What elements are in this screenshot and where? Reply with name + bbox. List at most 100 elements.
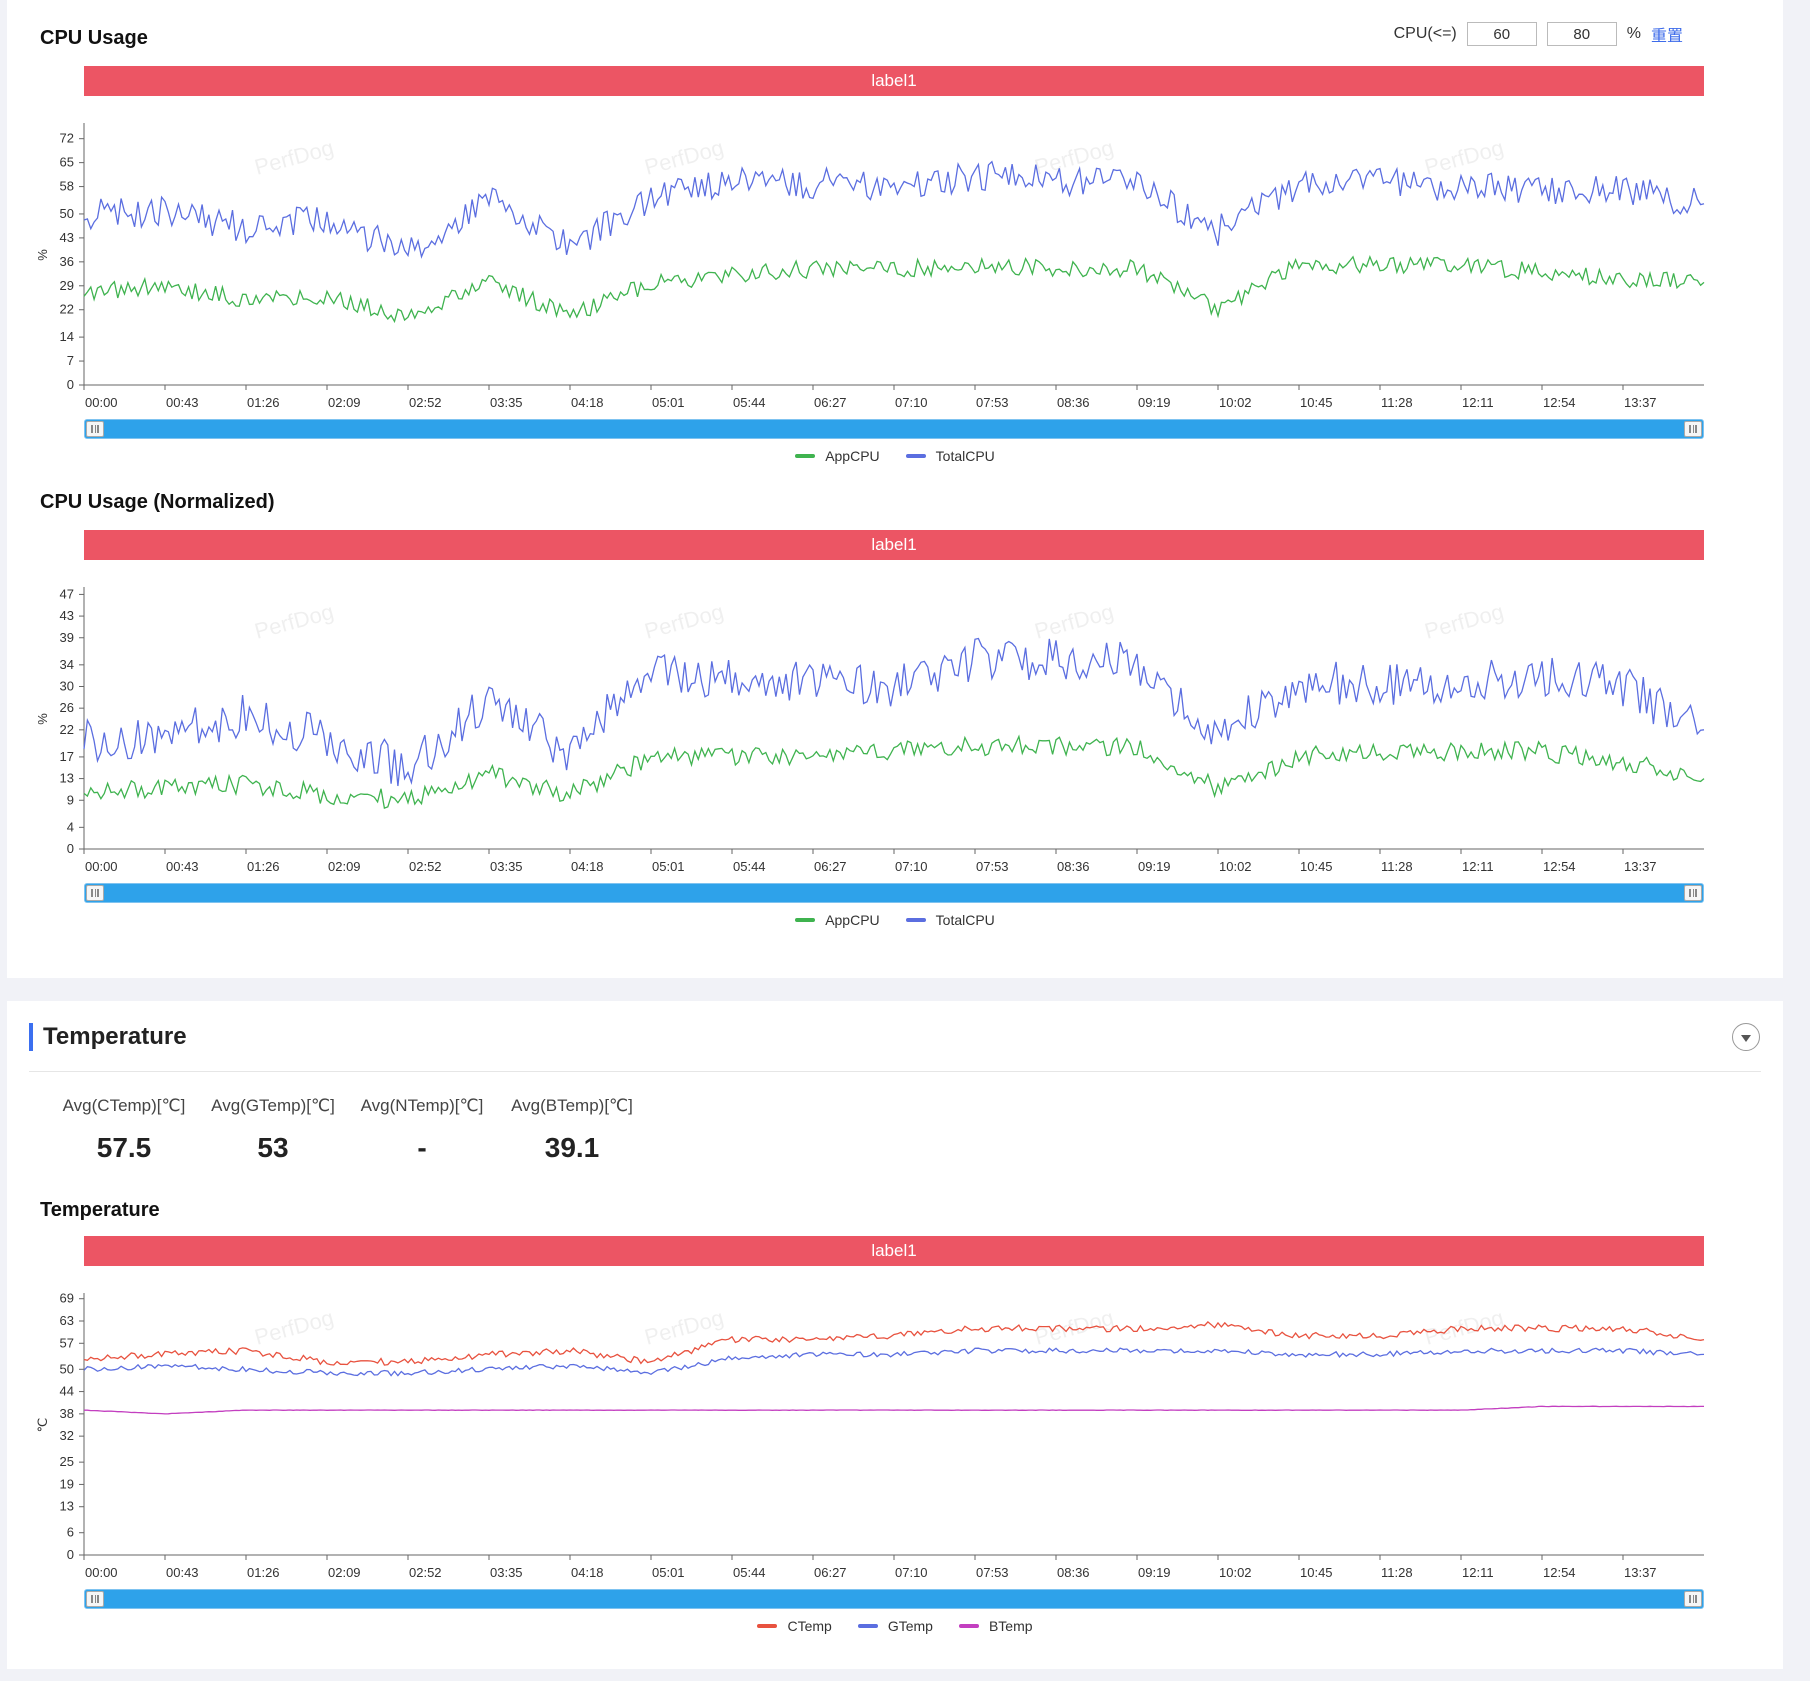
x-tick-label: 07:53 [976,395,1009,410]
section-header: Temperature [29,1023,187,1051]
x-tick-label: 05:44 [733,395,766,410]
temperature-zoom-slider[interactable] [84,1589,1704,1609]
legend-item-gtemp[interactable]: GTemp [857,1618,933,1634]
reset-link[interactable]: 重置 [1650,28,1683,45]
legend-swatch-totalcpu [905,918,926,922]
temperature-legend: CTemp GTemp BTemp [7,1618,1783,1634]
y-tick-label: 63 [60,1313,74,1328]
x-tick-label: 06:27 [814,395,847,410]
slider-left-handle[interactable] [86,421,104,437]
x-tick-label: 07:10 [895,1565,928,1580]
slider-left-handle[interactable] [86,885,104,901]
cpu-usage-zoom-slider[interactable] [84,419,1704,439]
y-tick-label: 26 [60,700,74,715]
x-tick-label: 12:11 [1462,859,1494,874]
section-accent [29,1023,33,1051]
legend-item-totalcpu[interactable]: TotalCPU [905,448,995,464]
x-tick-label: 12:54 [1543,395,1576,410]
y-tick-label: 19 [60,1476,74,1491]
x-tick-label: 02:09 [328,1565,361,1580]
section-title: Temperature [43,1023,187,1050]
x-tick-label: 10:02 [1219,1565,1252,1580]
legend-swatch-totalcpu [905,454,926,458]
legend-label: TotalCPU [935,912,995,928]
x-tick-label: 12:11 [1462,395,1494,410]
cpu-threshold-controls: CPU(<=) % 重置 [1394,22,1683,46]
x-tick-label: 07:53 [976,1565,1009,1580]
temperature-panel: Temperature Avg(CTemp)[℃] 57.5 Avg(GTemp… [7,1001,1783,1669]
watermark-text: PerfDog [252,599,336,644]
x-tick-label: 01:26 [247,1565,280,1580]
label-bar[interactable]: label1 [84,530,1704,560]
legend-label: AppCPU [825,448,880,464]
slider-right-handle[interactable] [1684,885,1702,901]
y-tick-label: 14 [60,329,74,344]
y-tick-label: 36 [60,254,74,269]
cpu-normalized-chart[interactable]: PerfDog PerfDog PerfDog PerfDog 0 4 9 13 17 22 26 3… [7,579,1783,879]
cpu-threshold-high-input[interactable] [1546,22,1617,46]
series-line-gtemp [83,1347,1705,1377]
x-tick-label: 04:18 [571,395,604,410]
x-tick-label: 02:09 [328,859,361,874]
legend-item-btemp[interactable]: BTemp [958,1618,1033,1634]
x-tick-label: 00:43 [166,1565,199,1580]
stat-label: Avg(NTemp)[℃] [360,1096,484,1115]
cpu-usage-chart[interactable]: PerfDog PerfDog PerfDog PerfDog 0 7 14 22 29 36 43… [7,115,1783,415]
x-tick-label: 02:09 [328,395,361,410]
cpu-normalized-zoom-slider[interactable] [84,883,1704,903]
slider-right-handle[interactable] [1684,421,1702,437]
stat-value: 53 [257,1132,289,1163]
collapse-toggle-button[interactable] [1732,1023,1760,1051]
watermark-text: PerfDog [1032,135,1116,180]
legend-item-appcpu[interactable]: AppCPU [795,448,880,464]
y-tick-label: 43 [60,230,74,245]
y-tick-label: 0 [67,377,74,392]
x-tick-label: 04:18 [571,1565,604,1580]
series-line-appcpu [83,734,1705,809]
temperature-chart[interactable]: PerfDog PerfDog PerfDog PerfDog061319253238… [7,1285,1783,1585]
y-tick-label: 9 [67,792,74,807]
x-tick-label: 02:52 [409,1565,442,1580]
y-tick-label: 50 [60,1361,74,1376]
legend-item-ctemp[interactable]: CTemp [757,1618,832,1634]
x-tick-label: 05:01 [652,395,685,410]
legend-item-appcpu[interactable]: AppCPU [795,912,880,928]
stat-avg-ctemp: Avg(CTemp)[℃] 57.5 [59,1096,189,1164]
stat-value: 39.1 [544,1132,600,1163]
y-tick-label: 0 [67,841,74,856]
legend-swatch-gtemp [857,1624,878,1628]
x-tick-label: 08:36 [1057,859,1090,874]
cpu-threshold-label: CPU(<=) [1393,25,1457,42]
y-tick-label: 57 [60,1335,74,1350]
divider [29,1071,1761,1072]
stat-label: Avg(GTemp)[℃] [211,1096,335,1115]
x-tick-label: 03:35 [490,859,523,874]
x-tick-label: 13:37 [1624,859,1657,874]
x-tick-label: 00:00 [85,395,118,410]
series-line-btemp [84,1405,1704,1415]
y-tick-label: 13 [60,771,74,786]
x-tick-label: 06:27 [814,859,847,874]
y-tick-label: 22 [60,302,74,317]
label-bar[interactable]: label1 [84,66,1704,96]
cpu-normalized-legend: AppCPU TotalCPU [7,912,1783,928]
x-tick-label: 04:18 [571,859,604,874]
label-bar[interactable]: label1 [84,1236,1704,1266]
x-tick-label: 12:11 [1462,1565,1494,1580]
x-tick-label: 11:28 [1381,1565,1413,1580]
watermark-text: PerfDog [642,135,726,180]
watermark-text: PerfDog [1032,599,1116,644]
slider-right-handle[interactable] [1684,1591,1702,1607]
x-tick-label: 05:01 [652,859,685,874]
y-tick-label: 34 [60,657,74,672]
slider-left-handle[interactable] [86,1591,104,1607]
series-line-totalcpu [83,637,1705,787]
cpu-threshold-low-input[interactable] [1466,22,1537,46]
x-tick-label: 13:37 [1624,1565,1657,1580]
temperature-chart-title: Temperature [40,1199,160,1221]
legend-item-totalcpu[interactable]: TotalCPU [905,912,995,928]
y-tick-label: 7 [67,353,74,368]
y-tick-label: 69 [60,1291,74,1306]
x-tick-label: 13:37 [1624,395,1657,410]
x-tick-label: 12:54 [1543,859,1576,874]
